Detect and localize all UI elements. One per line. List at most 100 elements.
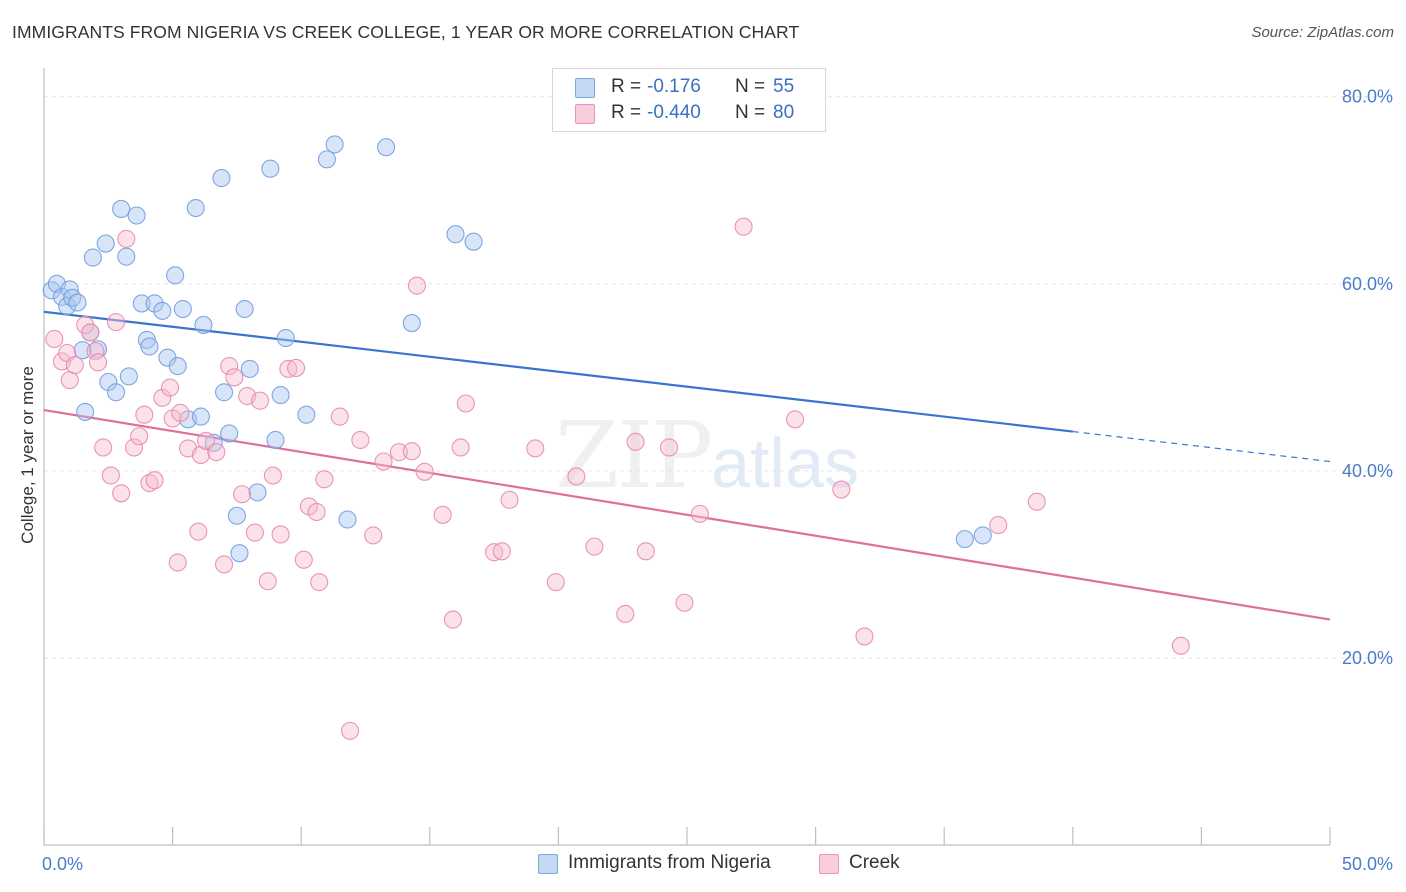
data-point-creek [451, 438, 470, 457]
y-tick-label: 20.0% [1342, 648, 1393, 668]
data-point-creek [225, 368, 244, 387]
watermark-zip: ZIP [555, 402, 713, 509]
watermark: ZIPatlas [555, 402, 859, 509]
data-point-creek [65, 356, 84, 375]
data-point-creek [294, 550, 313, 569]
data-point-creek [415, 462, 434, 481]
data-point-nigeria [99, 372, 118, 392]
data-point-creek [153, 388, 172, 407]
grid-lines [44, 96, 1392, 659]
data-point-creek [407, 276, 426, 295]
data-point-creek [140, 473, 159, 493]
data-point-nigeria [168, 357, 187, 376]
data-point-nigeria [297, 405, 316, 424]
data-point-creek [546, 573, 565, 592]
data-point-nigeria [214, 383, 234, 402]
data-point-creek [315, 470, 334, 489]
watermark-atlas: atlas [711, 424, 860, 502]
data-point-nigeria [220, 424, 239, 443]
data-point-creek [389, 443, 408, 462]
data-point-creek [214, 555, 234, 574]
data-point-nigeria [973, 526, 992, 545]
data-point-nigeria [153, 301, 172, 320]
data-point-nigeria [338, 510, 357, 529]
data-point-nigeria [166, 266, 185, 285]
data-point-nigeria [76, 402, 95, 421]
data-point-creek [567, 467, 586, 486]
data-point-nigeria [212, 169, 231, 188]
data-point-creek [500, 490, 519, 509]
data-point-creek [232, 485, 252, 504]
data-point-creek [112, 484, 131, 503]
data-point-nigeria [117, 247, 136, 266]
data-point-creek [145, 471, 164, 490]
data-point-creek [271, 525, 290, 544]
data-point-nigeria [119, 367, 138, 386]
data-points [42, 135, 1190, 740]
data-point-creek [60, 371, 79, 390]
data-point-nigeria [317, 150, 336, 169]
data-point-creek [659, 438, 679, 457]
data-point-creek [855, 627, 874, 646]
x-tick-label: 50.0% [1342, 854, 1393, 874]
data-point-creek [364, 526, 383, 545]
legend-n-value: 55 [773, 76, 795, 97]
data-point-creek [675, 593, 694, 612]
y-tick-label: 60.0% [1342, 274, 1393, 294]
data-point-nigeria [235, 299, 254, 319]
data-point-creek [81, 323, 100, 342]
data-point-creek [88, 353, 108, 372]
legend-n-label: N = [735, 102, 766, 123]
data-point-nigeria [446, 225, 465, 244]
data-point-nigeria [230, 544, 249, 563]
data-point-nigeria [377, 138, 396, 157]
data-point-nigeria [464, 232, 483, 251]
data-point-creek [245, 523, 264, 542]
data-point-creek [636, 542, 655, 561]
trend-lines [43, 310, 1331, 621]
data-point-creek [310, 573, 329, 592]
data-point-creek [307, 502, 326, 522]
legend-swatch-creek [575, 104, 595, 124]
data-point-nigeria [186, 198, 205, 218]
bottom-legend-swatch-nigeria [538, 854, 558, 874]
y-tick-label: 40.0% [1342, 461, 1393, 481]
data-point-nigeria [68, 293, 87, 312]
data-point-nigeria [132, 294, 151, 313]
data-point-creek [402, 442, 421, 461]
data-point-creek [130, 427, 149, 446]
trend-line-extension-0 [1072, 430, 1331, 463]
legend-swatch-nigeria [575, 78, 595, 98]
data-point-creek [585, 537, 604, 556]
data-point-nigeria [402, 314, 421, 333]
axes [43, 68, 1331, 846]
data-point-creek [374, 452, 393, 471]
data-point-creek [101, 466, 120, 485]
data-point-creek [250, 391, 270, 410]
bottom-legend-swatch-creek [819, 854, 839, 874]
data-point-creek [45, 329, 64, 349]
data-point-creek [171, 403, 190, 422]
data-point-nigeria [145, 294, 164, 313]
data-point-creek [207, 443, 226, 462]
legend-r-value: -0.440 [647, 102, 701, 123]
data-point-creek [287, 358, 306, 378]
data-point-nigeria [955, 530, 974, 549]
data-point-nigeria [88, 340, 108, 359]
data-point-nigeria [112, 199, 131, 219]
y-tick-label: 80.0% [1342, 87, 1393, 107]
bottom-legend-label-nigeria: Immigrants from Nigeria [568, 852, 771, 873]
data-point-creek [189, 522, 208, 541]
trend-line-0 [43, 310, 1073, 433]
data-point-nigeria [271, 386, 290, 405]
data-point-creek [160, 378, 180, 397]
data-point-creek [785, 410, 805, 429]
data-point-creek [1027, 492, 1046, 511]
data-point-nigeria [227, 506, 246, 525]
data-point-nigeria [248, 483, 267, 502]
correlation-legend: R = -0.176 N = 55 R = -0.440 N = 80 [552, 68, 826, 132]
data-point-nigeria [261, 159, 280, 178]
data-point-creek [191, 445, 210, 465]
data-point-creek [485, 543, 504, 562]
legend-n-label: N = [735, 76, 766, 97]
